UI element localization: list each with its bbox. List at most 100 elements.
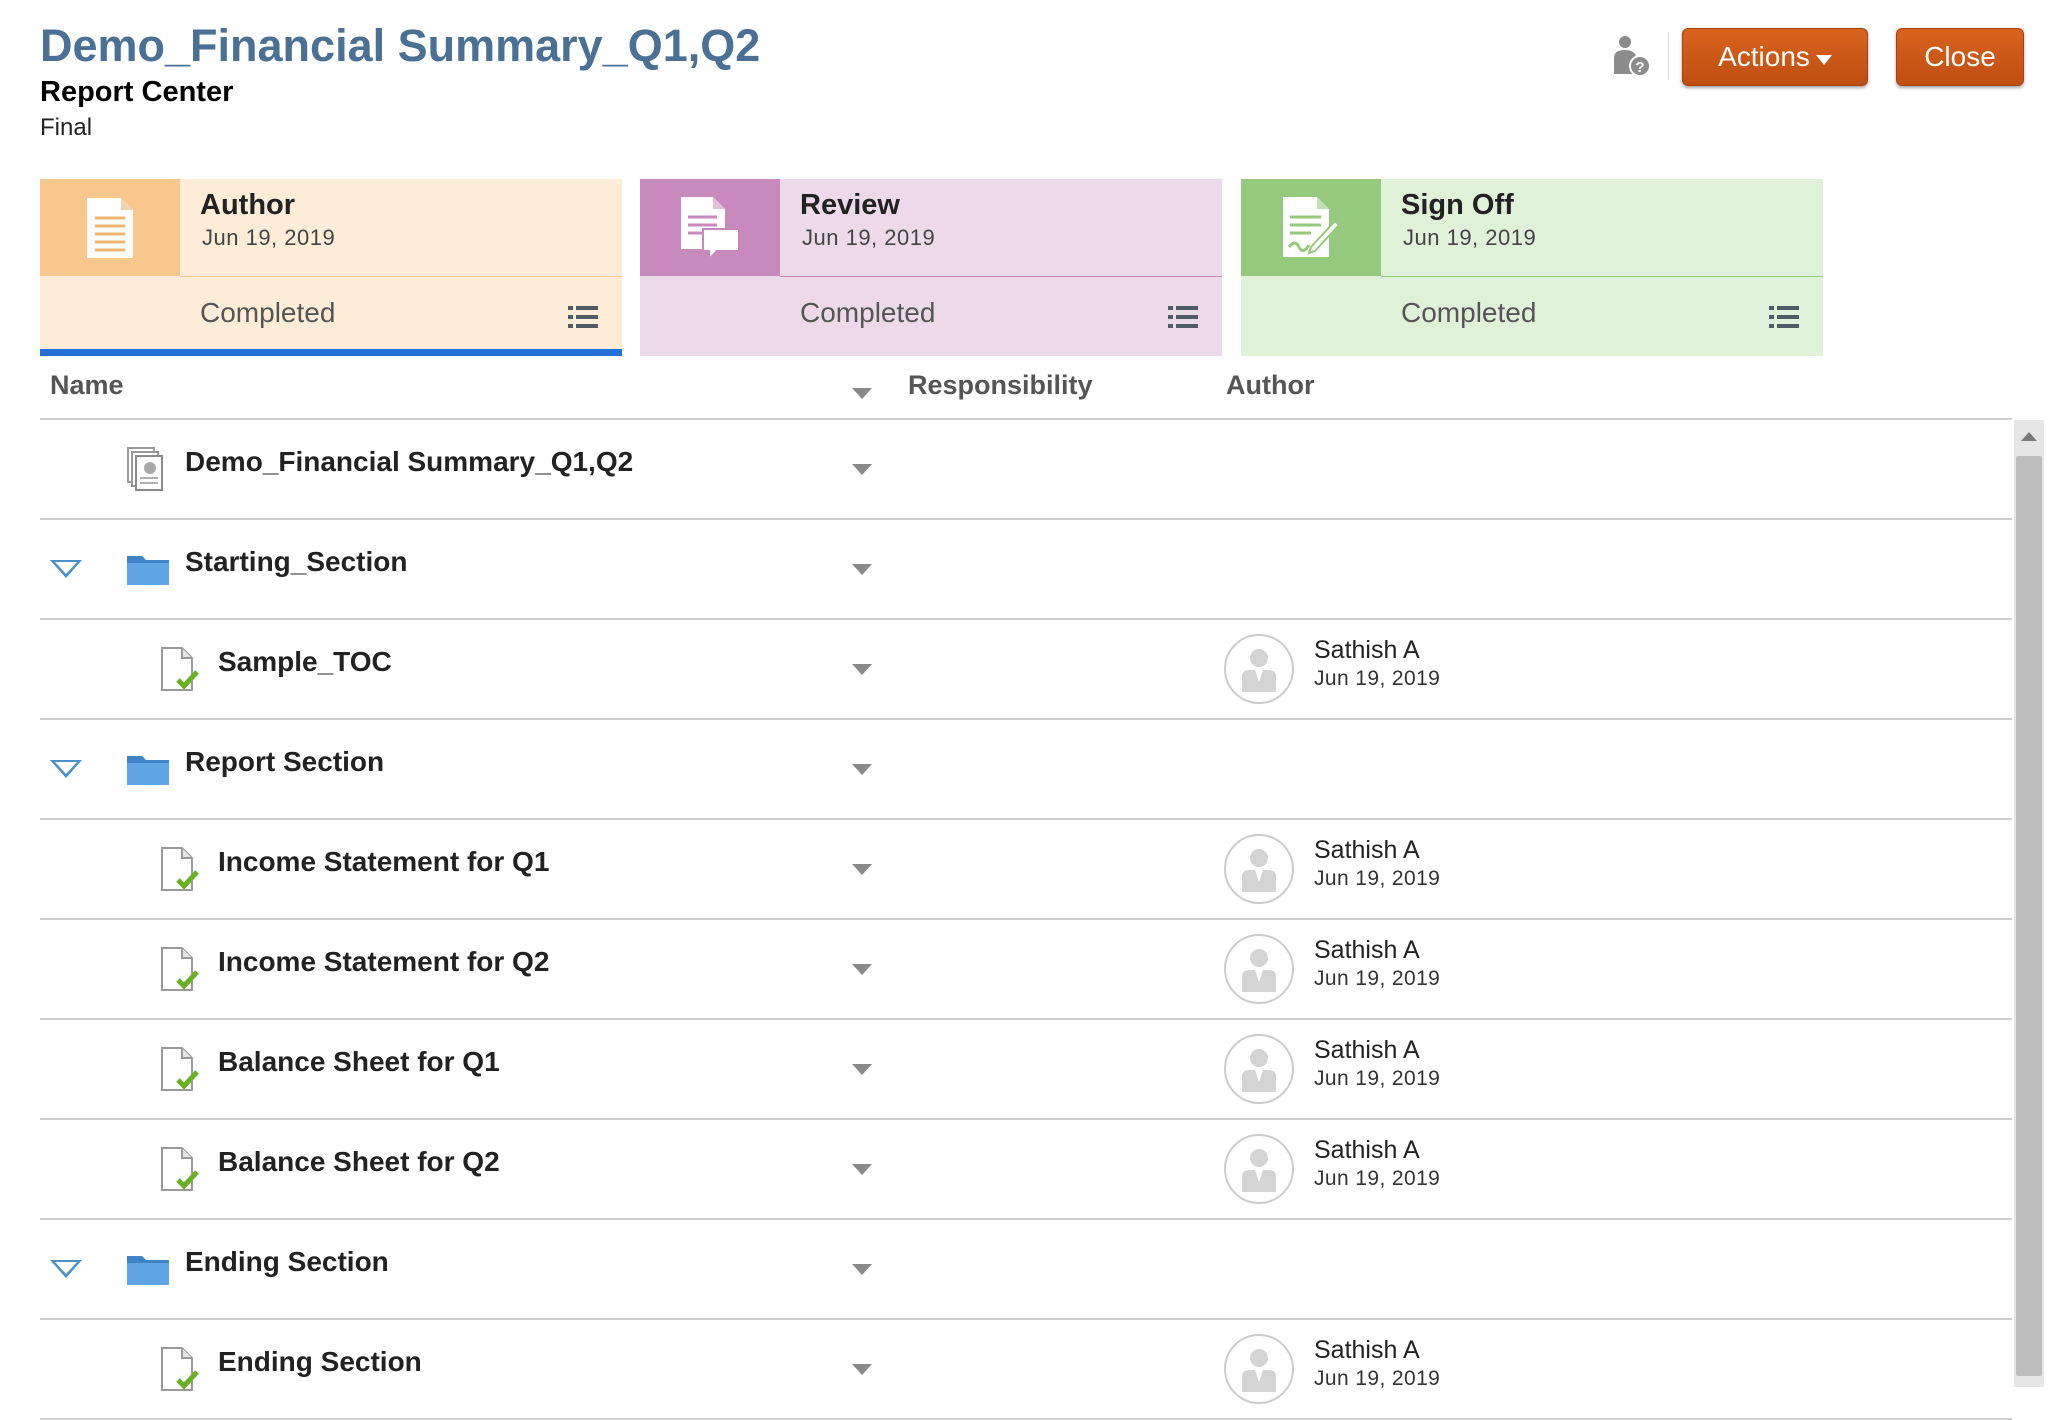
- toolbar-divider: [1668, 32, 1669, 80]
- author-date: Jun 19, 2019: [1314, 967, 1441, 990]
- table-row[interactable]: Starting_Section: [40, 520, 2012, 620]
- row-name[interactable]: Income Statement for Q1: [218, 846, 550, 877]
- row-menu-chevron-icon[interactable]: [852, 664, 872, 675]
- row-menu-chevron-icon[interactable]: [852, 1064, 872, 1075]
- row-menu-chevron-icon[interactable]: [852, 964, 872, 975]
- doclet-complete-icon: [160, 1146, 200, 1197]
- stage-review[interactable]: Review Jun 19, 2019 Completed: [640, 179, 1222, 356]
- table-row[interactable]: Ending Section Sathish A Jun 19, 2019: [40, 1320, 2012, 1420]
- svg-text:?: ?: [1635, 59, 1644, 76]
- column-header-responsibility[interactable]: Responsibility: [908, 370, 1093, 400]
- actions-label: Actions: [1718, 41, 1810, 72]
- row-menu-chevron-icon[interactable]: [852, 1164, 872, 1175]
- author-date: Jun 19, 2019: [1314, 1367, 1441, 1390]
- stage-status: Completed: [200, 297, 336, 328]
- chevron-down-icon[interactable]: [852, 388, 872, 399]
- document-icon: [40, 179, 180, 276]
- list-icon[interactable]: [1769, 305, 1799, 329]
- doclet-complete-icon: [160, 846, 200, 897]
- column-header-name[interactable]: Name: [50, 370, 124, 400]
- collapse-icon[interactable]: [50, 1260, 82, 1278]
- stage-status: Completed: [800, 297, 936, 328]
- row-menu-chevron-icon[interactable]: [852, 464, 872, 475]
- author-name: Sathish A: [1314, 636, 1420, 664]
- stage-date: Jun 19, 2019: [802, 225, 936, 250]
- table-row[interactable]: Demo_Financial Summary_Q1,Q2: [40, 420, 2012, 520]
- stage-name: Sign Off: [1401, 189, 1514, 221]
- stage-date: Jun 19, 2019: [1403, 225, 1537, 250]
- chevron-down-icon: [1815, 55, 1832, 65]
- table-row[interactable]: Income Statement for Q2 Sathish A Jun 19, …: [40, 920, 2012, 1020]
- doclet-complete-icon: [160, 646, 200, 697]
- avatar: [1224, 1034, 1294, 1104]
- stage-name: Review: [800, 189, 900, 221]
- collapse-icon[interactable]: [50, 760, 82, 778]
- collapse-icon[interactable]: [50, 560, 82, 578]
- doclet-complete-icon: [160, 946, 200, 997]
- avatar: [1224, 834, 1294, 904]
- scrollbar-thumb[interactable]: [2016, 456, 2042, 1376]
- page-subtitle: Report Center: [40, 76, 234, 108]
- active-stage-indicator: [40, 349, 622, 356]
- row-menu-chevron-icon[interactable]: [852, 1264, 872, 1275]
- stage-divider: [1381, 276, 1823, 277]
- document-comment-icon: [640, 179, 780, 276]
- row-name[interactable]: Income Statement for Q2: [218, 946, 550, 977]
- row-name[interactable]: Report Section: [185, 746, 385, 777]
- report-package-icon: [126, 446, 164, 497]
- row-name[interactable]: Balance Sheet for Q1: [218, 1046, 500, 1077]
- stage-name: Author: [200, 189, 296, 221]
- stage-sign-off[interactable]: Sign Off Jun 19, 2019 Completed: [1241, 179, 1823, 356]
- stage-author[interactable]: Author Jun 19, 2019 Completed: [40, 179, 622, 356]
- author-name: Sathish A: [1314, 1136, 1420, 1164]
- table-row[interactable]: Report Section: [40, 720, 2012, 820]
- doclet-complete-icon: [160, 1046, 200, 1097]
- list-icon[interactable]: [1168, 305, 1198, 329]
- row-name[interactable]: Sample_TOC: [218, 646, 392, 677]
- avatar: [1224, 634, 1294, 704]
- avatar: [1224, 1334, 1294, 1404]
- avatar: [1224, 934, 1294, 1004]
- document-sign-icon: [1241, 179, 1381, 276]
- folder-icon: [126, 550, 170, 591]
- author-name: Sathish A: [1314, 836, 1420, 864]
- stage-divider: [780, 276, 1222, 277]
- column-header-author[interactable]: Author: [1226, 370, 1315, 400]
- row-name[interactable]: Starting_Section: [185, 546, 408, 577]
- row-menu-chevron-icon[interactable]: [852, 864, 872, 875]
- author-name: Sathish A: [1314, 936, 1420, 964]
- doclet-complete-icon: [160, 1346, 200, 1397]
- stage-divider: [180, 276, 622, 277]
- author-name: Sathish A: [1314, 1336, 1420, 1364]
- author-date: Jun 19, 2019: [1314, 867, 1441, 890]
- row-name[interactable]: Ending Section: [185, 1246, 389, 1277]
- row-menu-chevron-icon[interactable]: [852, 1364, 872, 1375]
- user-help-icon[interactable]: ?: [1608, 34, 1652, 78]
- author-name: Sathish A: [1314, 1036, 1420, 1064]
- avatar: [1224, 1134, 1294, 1204]
- list-icon[interactable]: [568, 305, 598, 329]
- header-divider: [40, 418, 2012, 420]
- close-button[interactable]: Close: [1896, 28, 2024, 86]
- row-name[interactable]: Balance Sheet for Q2: [218, 1146, 500, 1177]
- stage-date: Jun 19, 2019: [202, 225, 336, 250]
- table-row[interactable]: Income Statement for Q1 Sathish A Jun 19, …: [40, 820, 2012, 920]
- row-name[interactable]: Demo_Financial Summary_Q1,Q2: [185, 446, 634, 477]
- row-menu-chevron-icon[interactable]: [852, 564, 872, 575]
- report-status: Final: [40, 114, 93, 141]
- stage-status: Completed: [1401, 297, 1537, 328]
- actions-button[interactable]: Actions: [1682, 28, 1868, 86]
- author-date: Jun 19, 2019: [1314, 1167, 1441, 1190]
- row-name[interactable]: Ending Section: [218, 1346, 422, 1377]
- table-row[interactable]: Balance Sheet for Q1 Sathish A Jun 19, 201…: [40, 1020, 2012, 1120]
- table-row[interactable]: Balance Sheet for Q2 Sathish A Jun 19, 201…: [40, 1120, 2012, 1220]
- table-row[interactable]: Ending Section: [40, 1220, 2012, 1320]
- author-date: Jun 19, 2019: [1314, 1067, 1441, 1090]
- page-title: Demo_Financial Summary_Q1,Q2: [40, 20, 761, 71]
- scroll-up-icon[interactable]: [2021, 432, 2037, 441]
- folder-icon: [126, 1250, 170, 1291]
- table-row[interactable]: Sample_TOC Sathish A Jun 19, 2019: [40, 620, 2012, 720]
- author-date: Jun 19, 2019: [1314, 667, 1441, 690]
- folder-icon: [126, 750, 170, 791]
- row-menu-chevron-icon[interactable]: [852, 764, 872, 775]
